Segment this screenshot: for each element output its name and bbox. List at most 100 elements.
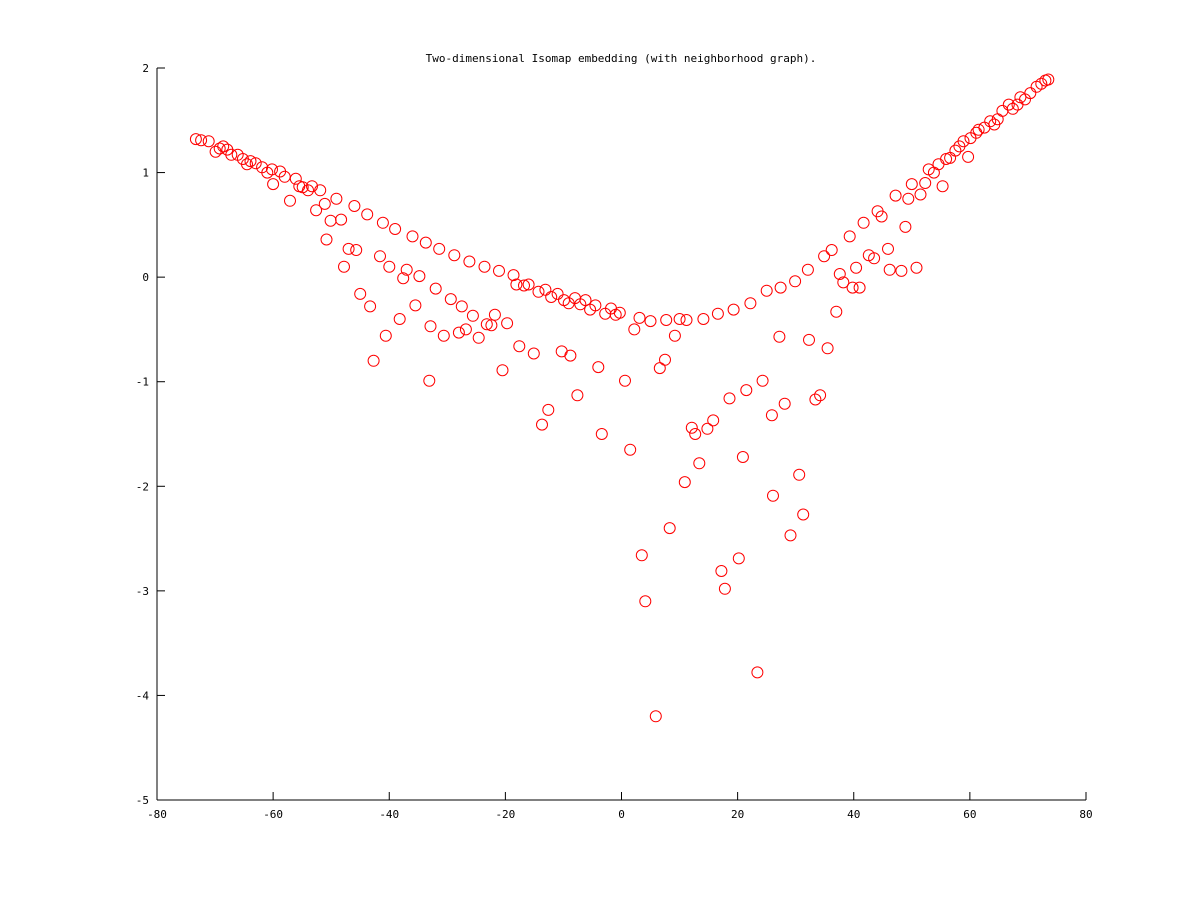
- x-tick-label: 80: [1079, 808, 1092, 821]
- data-point: [744, 297, 757, 310]
- data-point: [507, 269, 520, 282]
- data-point: [367, 354, 380, 367]
- data-point: [393, 313, 406, 325]
- data-point: [466, 309, 479, 322]
- data-point: [1035, 77, 1048, 90]
- data-point: [217, 140, 230, 153]
- data-point: [659, 353, 671, 366]
- data-point: [463, 255, 476, 268]
- data-point: [452, 326, 465, 339]
- data-point: [1011, 98, 1024, 111]
- data-point: [685, 421, 698, 434]
- data-point: [984, 115, 997, 128]
- data-point: [932, 158, 945, 171]
- data-point: [244, 155, 257, 168]
- x-tick-label: 0: [618, 808, 625, 821]
- data-point: [814, 389, 827, 402]
- y-tick-label: -2: [136, 480, 149, 493]
- data-point: [306, 180, 318, 193]
- data-point: [1002, 98, 1015, 111]
- data-point: [389, 223, 402, 235]
- data-point: [532, 285, 545, 298]
- data-point: [1024, 87, 1037, 100]
- axes: -80 -60 -40 -20 0 20 40 60 80 -5 -4 -3 -2 -1 0 1 2: [136, 62, 1093, 821]
- data-point: [949, 144, 962, 157]
- data-point: [843, 230, 856, 243]
- data-point: [397, 272, 410, 285]
- x-tick-label: 20: [731, 808, 744, 821]
- data-point: [330, 192, 343, 205]
- data-point: [338, 260, 350, 273]
- data-point: [536, 418, 548, 431]
- data-point: [914, 188, 927, 201]
- data-point: [853, 281, 866, 294]
- data-point: [485, 319, 498, 332]
- data-point: [195, 134, 208, 147]
- data-point: [902, 192, 915, 205]
- data-point: [765, 409, 778, 422]
- data-point: [715, 565, 728, 577]
- data-point: [354, 287, 367, 300]
- data-point: [711, 307, 724, 320]
- data-point: [773, 330, 786, 343]
- x-tick-label: -60: [263, 808, 283, 821]
- data-point: [797, 508, 810, 521]
- data-point: [649, 710, 662, 723]
- data-point: [579, 294, 592, 307]
- data-point: [660, 314, 673, 326]
- data-point: [289, 172, 302, 185]
- data-point: [493, 264, 505, 277]
- data-point: [419, 236, 432, 249]
- data-point: [379, 329, 392, 342]
- data-point: [361, 208, 374, 221]
- data-point: [335, 213, 348, 226]
- data-point: [784, 529, 797, 542]
- data-point: [837, 276, 850, 289]
- data-point: [857, 216, 870, 229]
- data-point: [936, 180, 949, 193]
- y-tick-label: 1: [142, 167, 149, 180]
- data-point: [314, 184, 327, 197]
- data-point: [510, 278, 523, 291]
- data-point: [444, 293, 457, 306]
- data-point: [551, 287, 564, 300]
- data-point: [972, 123, 985, 136]
- data-point: [644, 315, 657, 328]
- data-point: [423, 374, 436, 387]
- data-point: [488, 308, 501, 321]
- data-point: [406, 230, 419, 243]
- data-point: [527, 347, 540, 360]
- data-point: [846, 281, 859, 294]
- data-point: [809, 393, 822, 406]
- data-point: [899, 220, 912, 233]
- data-point: [542, 403, 555, 416]
- data-point: [413, 270, 426, 283]
- data-point: [830, 305, 843, 318]
- data-point: [592, 361, 605, 374]
- data-point: [697, 313, 710, 325]
- data-point: [472, 331, 485, 344]
- data-point: [501, 317, 514, 330]
- data-point: [202, 135, 215, 148]
- data-point: [940, 153, 953, 165]
- data-point: [718, 582, 731, 595]
- data-point: [249, 157, 262, 170]
- data-point: [680, 314, 693, 326]
- data-point: [478, 260, 491, 273]
- data-point: [635, 549, 648, 562]
- data-point: [693, 457, 706, 470]
- data-point: [455, 300, 468, 313]
- y-tick-label: -3: [136, 585, 149, 598]
- data-point: [673, 313, 686, 325]
- data-point: [707, 414, 720, 427]
- data-point: [774, 281, 787, 294]
- data-point: [801, 263, 814, 276]
- data-point: [619, 374, 631, 387]
- data-point: [628, 323, 641, 336]
- x-tick-label: 40: [847, 808, 860, 821]
- data-point: [978, 121, 991, 134]
- data-point: [433, 242, 446, 255]
- data-point: [732, 552, 745, 565]
- x-tick-label: -80: [147, 808, 167, 821]
- data-point: [875, 210, 888, 223]
